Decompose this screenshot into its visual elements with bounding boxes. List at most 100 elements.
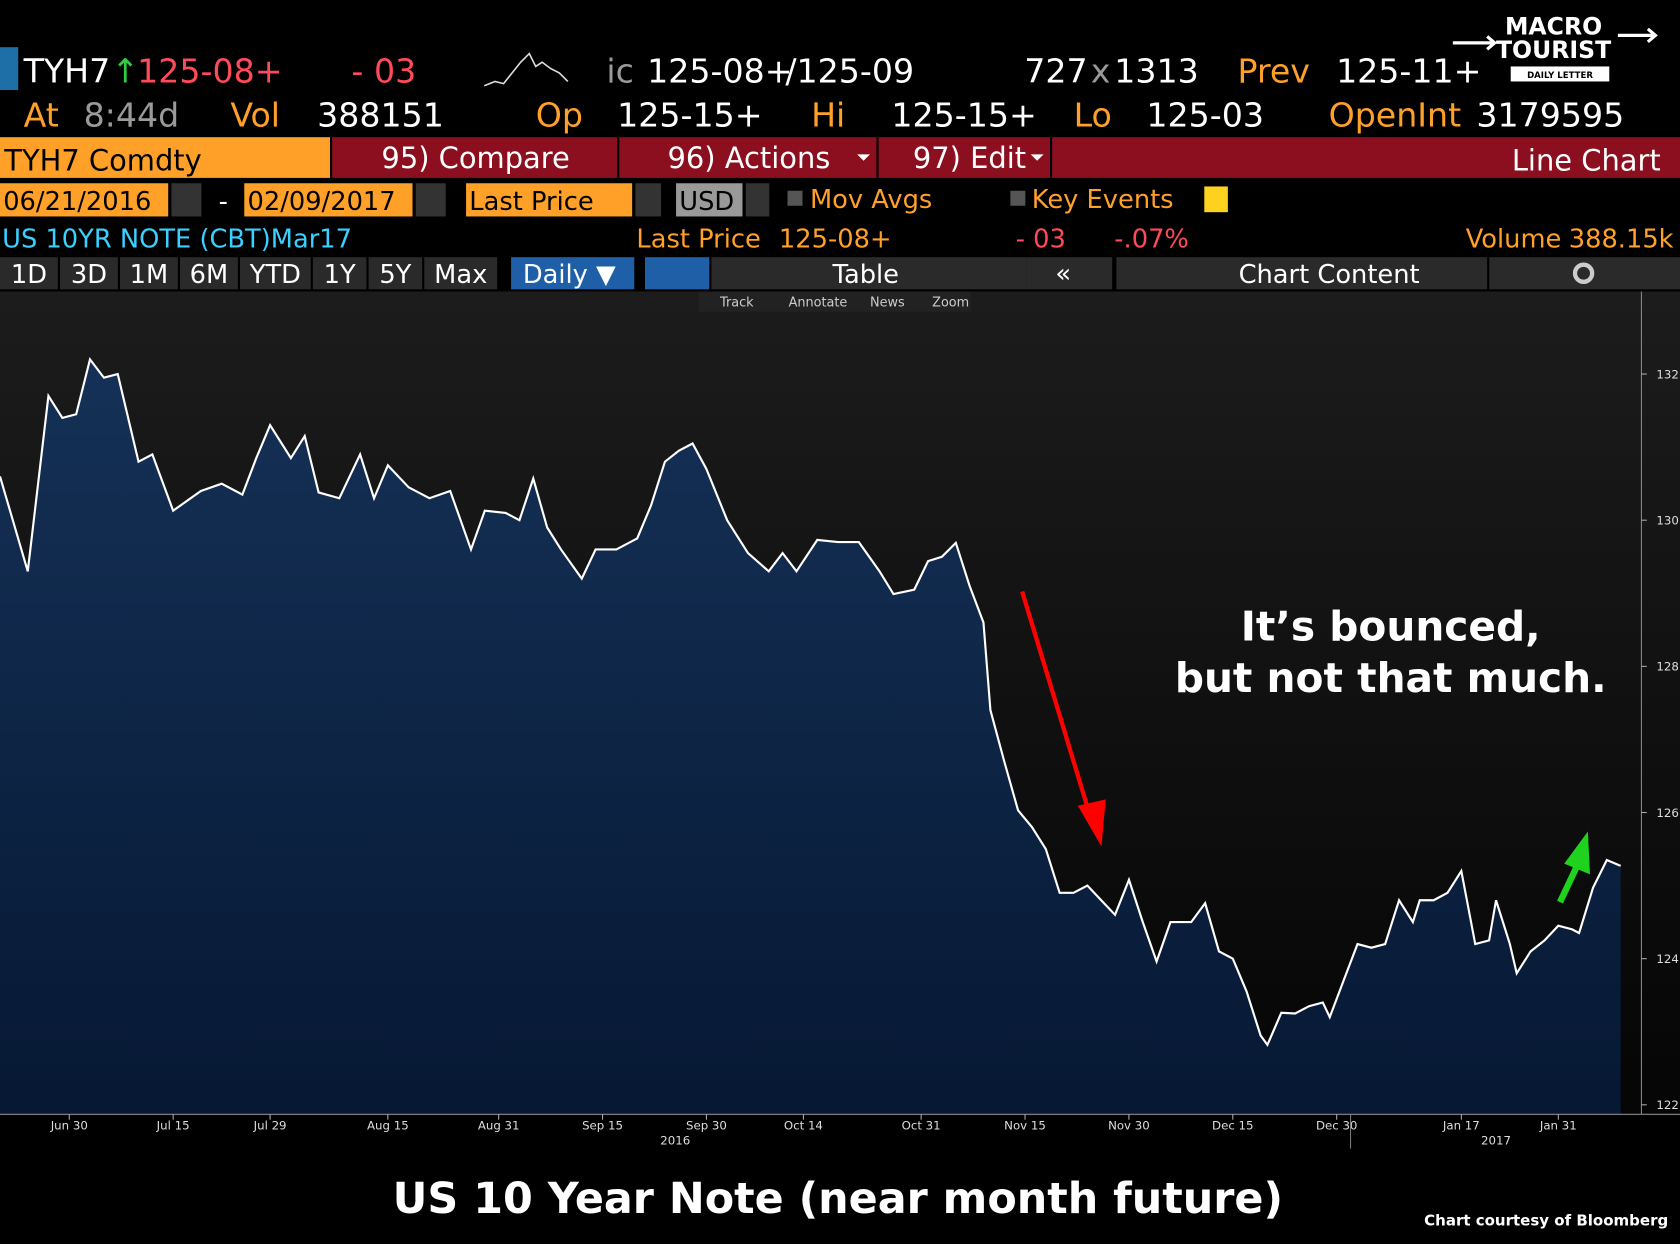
currency-drop[interactable] <box>745 183 770 217</box>
chart-title: US 10 Year Note (near month future) <box>393 1174 1283 1224</box>
ask: /125-09 <box>785 52 914 91</box>
x-tick-label: Sep 30 <box>686 1118 727 1132</box>
period-button[interactable] <box>312 257 367 290</box>
period-label[interactable]: Max <box>434 260 487 290</box>
security-box[interactable] <box>0 137 330 178</box>
calendar[interactable] <box>171 183 202 217</box>
tool[interactable]: Track <box>719 295 754 310</box>
logo-arrows <box>1452 27 1658 51</box>
chart-content-box[interactable] <box>1116 257 1488 290</box>
period-button[interactable] <box>60 257 118 290</box>
red-arrow <box>1020 590 1095 826</box>
tools: Track Annotate News Zoom <box>719 295 969 310</box>
logo-line: DAILY LETTER <box>1527 71 1593 81</box>
line-icon[interactable] <box>645 257 710 290</box>
period-label[interactable]: 3D <box>71 260 107 290</box>
ask-size: 1313 <box>1114 52 1199 91</box>
change: - 03 <box>351 52 416 91</box>
checkbox[interactable] <box>787 190 803 206</box>
credit: Chart courtesy of Bloomberg <box>1424 1212 1668 1230</box>
x-tick-label: Sep 15 <box>582 1118 623 1132</box>
lo: 125-03 <box>1146 95 1264 134</box>
field[interactable]: Last Price <box>469 187 593 217</box>
x-tick-label: Jul 15 <box>156 1118 190 1132</box>
x-tick-label: Nov 30 <box>1108 1118 1150 1132</box>
sparkline <box>483 52 569 87</box>
x-tick-label: Dec 15 <box>1212 1118 1253 1132</box>
field-drop[interactable] <box>635 183 662 217</box>
legend-change: - 03 <box>1016 225 1066 255</box>
dash: - <box>219 187 228 217</box>
year-label: 2017 <box>1481 1133 1511 1147</box>
security[interactable]: TYH7 Comdty <box>3 143 201 177</box>
start-box[interactable] <box>0 183 169 217</box>
frequency-box[interactable] <box>511 257 635 290</box>
tool[interactable]: Zoom <box>932 295 969 310</box>
hi: 125-15+ <box>891 95 1036 134</box>
red-arrow-head <box>1077 799 1106 847</box>
table-button[interactable]: Table <box>832 260 899 290</box>
end-box[interactable] <box>244 183 413 217</box>
period-label[interactable]: 1D <box>11 260 47 290</box>
lo-label: Lo <box>1074 95 1112 134</box>
x-tick-label: Oct 14 <box>784 1118 823 1132</box>
x-tick-label: Jan 17 <box>1442 1118 1480 1132</box>
calendar[interactable] <box>415 183 446 217</box>
y-tick-label: 124 <box>1656 952 1678 966</box>
currency[interactable]: USD <box>679 187 734 217</box>
period-button[interactable] <box>0 257 58 290</box>
chart-kind: Line Chart <box>1512 143 1661 177</box>
period-bar: 1D 3D 1M 6M YTD 1Y 5Y Max <box>0 257 498 290</box>
end-date[interactable]: 02/09/2017 <box>247 187 395 217</box>
tool[interactable]: News <box>870 295 905 310</box>
op: 125-15+ <box>617 95 762 134</box>
compare[interactable]: 95) Compare <box>381 141 569 175</box>
period-button[interactable] <box>368 257 423 290</box>
settings[interactable] <box>1489 257 1680 290</box>
period-button[interactable] <box>120 257 178 290</box>
key-events[interactable]: Key Events <box>1032 185 1174 215</box>
time: 8:44d <box>84 95 180 134</box>
x-sep: x <box>1091 52 1111 91</box>
period-button[interactable] <box>240 257 311 290</box>
year-label: 2016 <box>660 1133 690 1147</box>
prev-label: Prev <box>1238 52 1310 91</box>
start-date[interactable]: 06/21/2016 <box>3 187 151 217</box>
x-tick-label: Dec 30 <box>1316 1118 1357 1132</box>
bid-size: 727 <box>1024 52 1087 91</box>
gear <box>1572 262 1595 284</box>
period-label[interactable]: 5Y <box>379 260 411 290</box>
y-tick-label: 132 <box>1656 367 1678 381</box>
actions[interactable]: 96) Actions <box>668 141 831 175</box>
ic: ic <box>606 52 633 91</box>
oi: 3179595 <box>1476 95 1624 134</box>
green-arrow <box>1557 864 1581 904</box>
tool[interactable]: Annotate <box>789 295 848 310</box>
plot: 122 124 126 128 130 132 Jun 30 Jul 15 Jul 29 Aug … <box>0 291 1680 1149</box>
mov-avgs[interactable]: Mov Avgs <box>810 185 932 215</box>
field-box[interactable] <box>466 183 633 217</box>
period-label[interactable]: YTD <box>249 260 301 290</box>
currency-box[interactable] <box>676 183 743 217</box>
period-button[interactable] <box>424 257 498 290</box>
y-tick-label: 128 <box>1656 660 1678 674</box>
annotation: It’s bounced, <box>1241 603 1541 651</box>
security-name: US 10YR NOTE (CBT)Mar17 <box>2 225 352 255</box>
info-icon[interactable] <box>1204 186 1228 213</box>
marker <box>0 47 19 91</box>
volume: 388.15k <box>1569 225 1674 255</box>
checkbox[interactable] <box>1010 190 1026 206</box>
at-label: At <box>24 95 59 134</box>
y-tick-label: 122 <box>1656 1098 1678 1112</box>
edit[interactable]: 97) Edit <box>913 141 1026 175</box>
period-label[interactable]: 6M <box>190 260 229 290</box>
vol-label: Vol <box>230 95 280 134</box>
period-label[interactable]: 1Y <box>324 260 356 290</box>
period-label[interactable]: 1M <box>130 260 169 290</box>
period-button[interactable] <box>180 257 238 290</box>
frequency[interactable]: Daily ▼ <box>523 260 616 290</box>
collapse[interactable] <box>1026 257 1113 290</box>
vol: 388151 <box>317 95 444 134</box>
chart-content[interactable]: Chart Content <box>1239 260 1420 290</box>
